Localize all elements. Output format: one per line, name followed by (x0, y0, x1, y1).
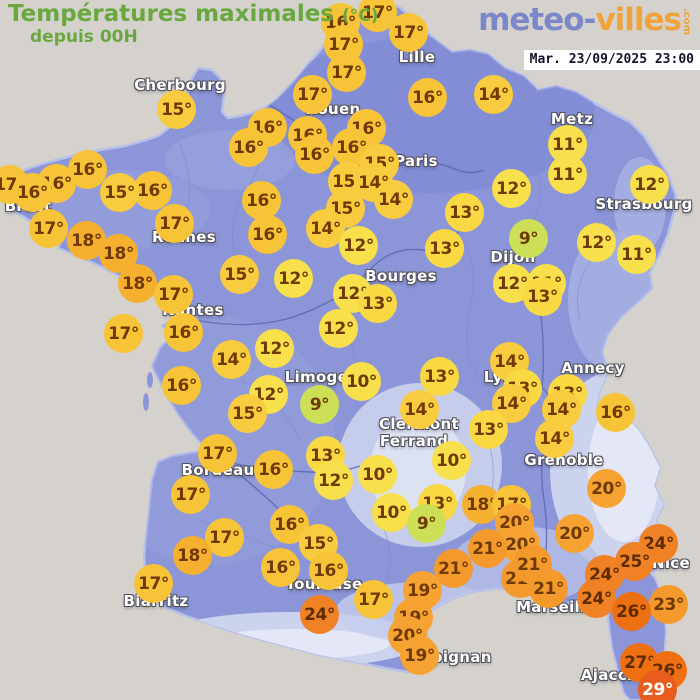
logo-tld: .com (681, 8, 692, 36)
temp-bubble: 14° (474, 75, 513, 114)
temp-bubble: 17° (104, 314, 143, 353)
temp-bubble: 9° (509, 219, 548, 258)
city-label-strasbourg: Strasbourg (595, 195, 693, 213)
temp-bubble: 10° (358, 455, 397, 494)
temp-bubble: 20° (587, 469, 626, 508)
temp-bubble: 16° (309, 551, 348, 590)
temp-bubble: 16° (242, 181, 281, 220)
temp-bubble: 26° (612, 592, 651, 631)
temp-bubble: 16° (164, 313, 203, 352)
temp-bubble: 14° (535, 419, 574, 458)
timestamp: Mar. 23/09/2025 23:00 (523, 50, 700, 70)
temp-bubble: 11° (617, 235, 656, 274)
temp-bubble: 15° (220, 255, 259, 294)
temp-bubble: 16° (408, 78, 447, 117)
temp-bubble: 17° (171, 475, 210, 514)
temp-bubble: 17° (293, 75, 332, 114)
city-label-bourges: Bourges (365, 267, 437, 285)
temp-bubble: 16° (248, 215, 287, 254)
temp-bubble: 11° (548, 125, 587, 164)
temp-bubble: 17° (134, 564, 173, 603)
temp-bubble: 16° (254, 450, 293, 489)
temp-bubble: 12° (255, 329, 294, 368)
temp-bubble: 17° (198, 434, 237, 473)
temp-bubble: 16° (248, 108, 287, 147)
temp-bubble: 21° (434, 549, 473, 588)
temp-bubble: 12° (274, 259, 313, 298)
temp-bubble: 15° (100, 173, 139, 212)
logo-villes: villes (595, 2, 682, 38)
temp-bubble: 17° (155, 204, 194, 243)
temp-bubble: 19° (400, 636, 439, 675)
temp-bubble: 10° (342, 362, 381, 401)
header: Températures maximales (°C) depuis 00H (8, 1, 379, 48)
temp-bubble: 13° (420, 357, 459, 396)
temp-bubble: 29° (638, 670, 677, 700)
temp-bubble: 10° (372, 493, 411, 532)
temp-bubble: 13° (523, 277, 562, 316)
temp-bubble: 16° (596, 393, 635, 432)
temp-bubble: 14° (542, 390, 581, 429)
temp-bubble: 18° (173, 536, 212, 575)
temp-bubble: 24° (577, 579, 616, 618)
temp-bubble: 10° (432, 441, 471, 480)
temp-bubble: 16° (133, 171, 172, 210)
temp-bubble: 14° (212, 340, 251, 379)
temp-bubble: 18° (118, 264, 157, 303)
temp-bubble: 12° (339, 226, 378, 265)
temp-bubble: 13° (425, 229, 464, 268)
temp-bubble: 12° (319, 309, 358, 348)
temp-bubble: 16° (295, 135, 334, 174)
temp-bubble: 12° (577, 223, 616, 262)
city-label-ferrand: Ferrand (379, 432, 449, 450)
city-label-cherbourg: Cherbourg (134, 76, 226, 94)
temp-bubble: 16° (229, 128, 268, 167)
city-label-lille: Lille (398, 48, 436, 66)
temp-bubble: 14° (492, 384, 531, 423)
temp-bubble: 13° (445, 193, 484, 232)
temp-bubble: 13° (358, 284, 397, 323)
temp-bubble: 13° (469, 410, 508, 449)
temp-bubble: 21° (468, 529, 507, 568)
temp-bubble: 9° (300, 385, 339, 424)
temp-bubble: 17° (389, 13, 428, 52)
temp-bubble: 9° (407, 504, 446, 543)
city-label-limoges: Limoges (284, 368, 358, 386)
temp-bubble: 21° (529, 569, 568, 608)
temp-bubble: 23° (649, 585, 688, 624)
temp-bubble: 14° (306, 209, 345, 248)
temp-bubble: 17° (327, 53, 366, 92)
temp-bubble: 12° (492, 169, 531, 208)
page-title: Températures maximales (°C) (8, 1, 379, 27)
temp-bubble: 11° (548, 155, 587, 194)
site-logo[interactable]: meteo-villes .com (478, 2, 692, 38)
temp-bubble: 20° (555, 514, 594, 553)
city-label-annecy: Annecy (561, 359, 625, 377)
temp-bubble: 17° (29, 209, 68, 248)
temp-bubble: 12° (314, 461, 353, 500)
city-label-metz: Metz (550, 110, 594, 128)
title-unit: (°C) (342, 6, 379, 26)
temp-bubble: 16° (261, 548, 300, 587)
temp-bubble: 16° (13, 173, 52, 212)
temp-bubble: 15° (157, 90, 196, 129)
subtitle: depuis 00H (30, 27, 138, 48)
temp-bubble: 15° (326, 189, 365, 228)
temp-bubble: 14° (374, 180, 413, 219)
temp-bubble: 17° (354, 580, 393, 619)
temp-bubble: 12° (630, 165, 669, 204)
temp-bubble: 16° (162, 366, 201, 405)
temp-bubble: 15° (228, 394, 267, 433)
city-label-paris: Paris (394, 152, 438, 170)
temp-bubble: 17° (154, 275, 193, 314)
logo-meteo: meteo- (478, 2, 596, 38)
temp-bubble: 24° (300, 595, 339, 634)
temp-bubble: 14° (400, 390, 439, 429)
